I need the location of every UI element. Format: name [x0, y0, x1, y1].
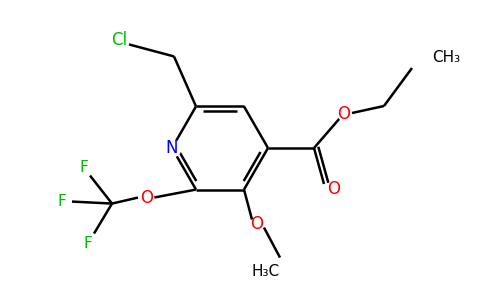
Text: Cl: Cl — [111, 32, 127, 50]
Text: F: F — [84, 236, 92, 251]
Text: O: O — [140, 189, 153, 207]
Text: O: O — [328, 180, 341, 198]
Text: F: F — [80, 160, 89, 175]
Text: CH₃: CH₃ — [432, 50, 460, 65]
Text: O: O — [251, 214, 263, 232]
Text: N: N — [166, 139, 178, 157]
Text: H₃C: H₃C — [252, 264, 280, 279]
Text: O: O — [337, 105, 350, 123]
Text: F: F — [58, 194, 66, 209]
